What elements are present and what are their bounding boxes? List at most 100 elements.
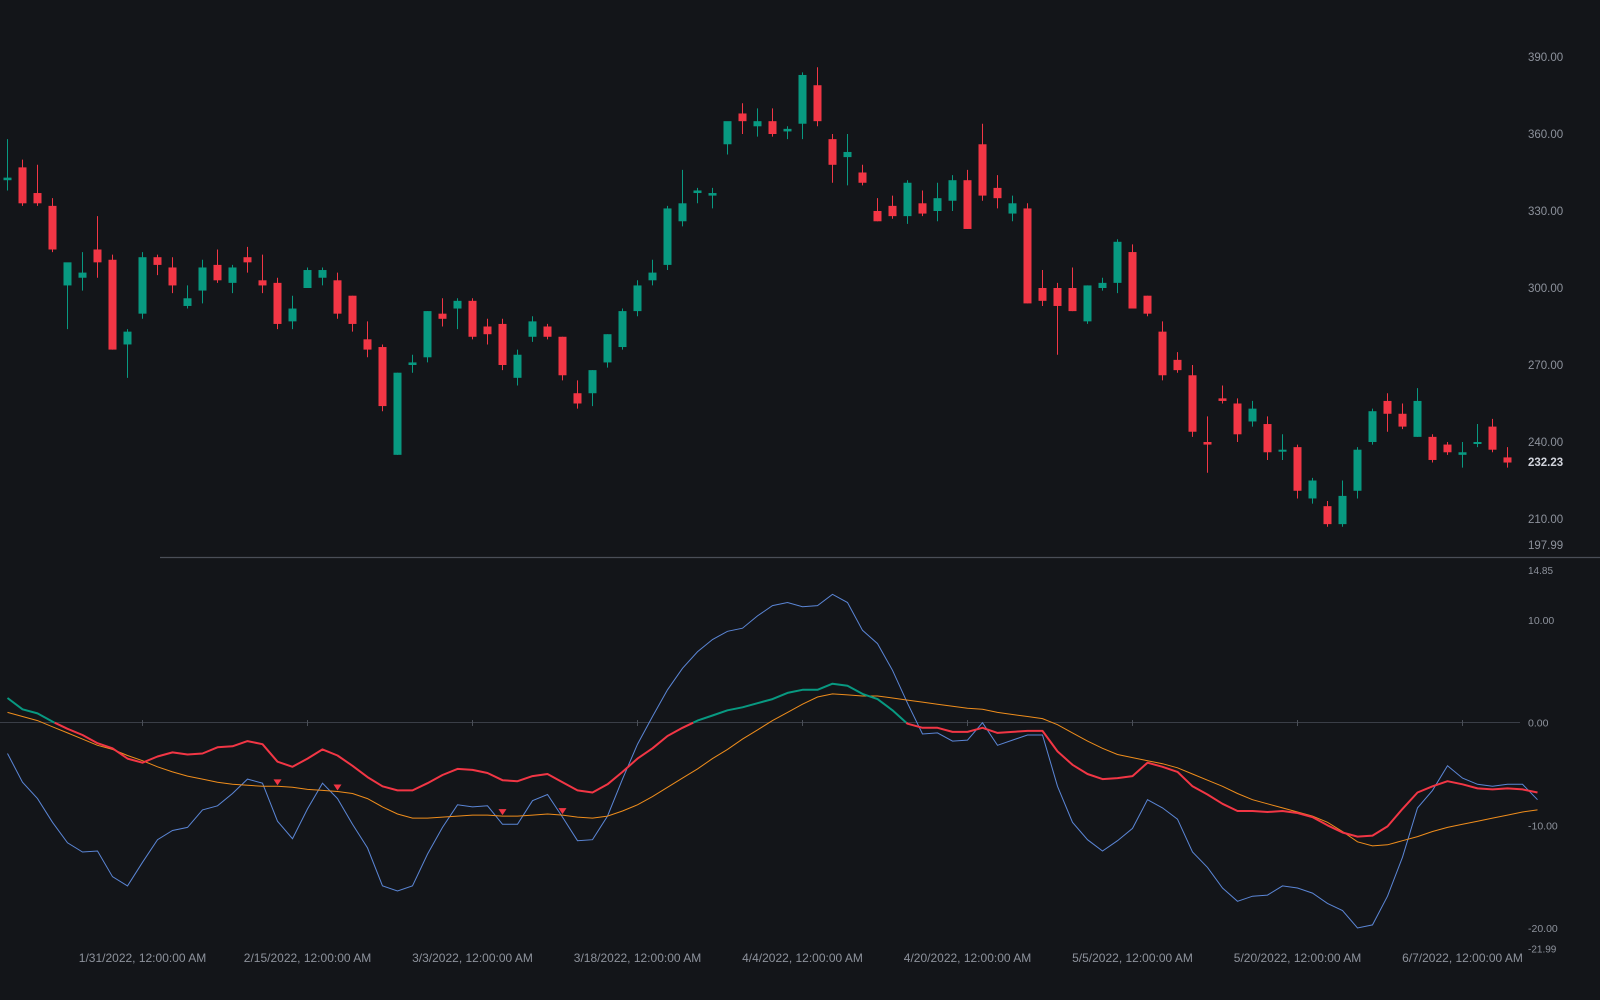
candle — [78, 252, 87, 291]
candle — [603, 334, 612, 368]
candle-body — [168, 267, 177, 286]
candle — [1338, 480, 1347, 527]
candle-body — [243, 257, 252, 263]
candle-body — [93, 249, 102, 263]
candle — [678, 169, 687, 227]
candle — [1263, 416, 1272, 460]
candle — [1128, 244, 1137, 309]
candle-body — [363, 339, 372, 350]
candle — [828, 134, 837, 183]
price-tick-label: 210.00 — [1528, 514, 1563, 526]
candle — [933, 182, 942, 222]
candle — [483, 318, 492, 345]
candle-body — [498, 323, 507, 365]
candle-body — [288, 308, 297, 322]
candle-body — [1218, 398, 1227, 401]
price-axis-bottom-label: 197.99 — [1528, 540, 1563, 552]
candle-body — [783, 128, 792, 132]
candle-body — [453, 300, 462, 309]
time-tick-label: 5/20/2022, 12:00:00 AM — [1234, 951, 1361, 965]
candle — [993, 175, 1002, 209]
price-tick-label: 240.00 — [1528, 437, 1563, 449]
candle-body — [1203, 442, 1212, 445]
candle — [618, 308, 627, 350]
candle — [273, 277, 282, 330]
candle-body — [123, 331, 132, 345]
candle-body — [423, 311, 432, 358]
oscillator-panel[interactable]: 14.85 10.00 0.00 -10.00 -20.00 -21.99 — [0, 566, 1558, 955]
candle — [888, 195, 897, 219]
candle-body — [1323, 506, 1332, 525]
main-line-segment — [6, 697, 56, 724]
candle — [1203, 416, 1212, 473]
candle — [1413, 388, 1422, 437]
price-panel[interactable]: 390.00 360.00 330.00 300.00 270.00 240.00 210.… — [3, 52, 1564, 552]
candle — [1308, 477, 1317, 504]
oscillator-axis-ticks: 14.85 10.00 0.00 -10.00 -20.00 -21.99 — [1528, 566, 1558, 955]
down-arrow-marker — [558, 808, 567, 815]
candle-body — [798, 74, 807, 124]
candle — [1143, 295, 1152, 317]
candle — [978, 123, 987, 201]
candle-body — [213, 264, 222, 281]
price-tick-label: 390.00 — [1528, 52, 1563, 64]
candle-body — [933, 198, 942, 211]
time-tick-label: 4/20/2022, 12:00:00 AM — [904, 951, 1031, 965]
price-tick-label: 330.00 — [1528, 206, 1563, 218]
candle — [1443, 442, 1452, 455]
candle — [693, 187, 702, 204]
candle-body — [1053, 288, 1062, 306]
candle — [243, 246, 252, 273]
candle — [3, 139, 12, 191]
candle-body — [543, 326, 552, 337]
candle-body — [978, 144, 987, 196]
time-tick-label: 3/18/2022, 12:00:00 AM — [574, 951, 701, 965]
candle — [1323, 501, 1332, 527]
candle — [783, 126, 792, 140]
candle — [1398, 403, 1407, 430]
candle-body — [1098, 282, 1107, 288]
candle-body — [1008, 203, 1017, 214]
candle — [1248, 400, 1257, 427]
candle — [33, 164, 42, 206]
candle — [1188, 365, 1197, 437]
oscillator-markers — [273, 779, 567, 816]
candle — [513, 349, 522, 386]
candle-body — [723, 121, 732, 145]
candle — [738, 103, 747, 134]
candle-body — [483, 326, 492, 335]
time-tick-label: 1/31/2022, 12:00:00 AM — [79, 951, 206, 965]
candle-body — [513, 354, 522, 378]
candle — [1458, 442, 1467, 468]
candle-body — [1503, 457, 1512, 463]
candle — [1353, 447, 1362, 499]
candle — [393, 372, 402, 455]
candle — [48, 198, 57, 253]
oscillator-tick-label: -20.00 — [1528, 923, 1558, 935]
candle-body — [753, 121, 762, 127]
candle-body — [153, 257, 162, 265]
candle — [1488, 418, 1497, 453]
candle-body — [258, 280, 267, 286]
candle-body — [198, 267, 207, 291]
candle-body — [408, 362, 417, 365]
candle-body — [1308, 480, 1317, 499]
candle-body — [903, 182, 912, 217]
candle — [1503, 447, 1512, 468]
candle-body — [858, 172, 867, 183]
candle — [288, 295, 297, 330]
candle-body — [768, 121, 777, 134]
candle-body — [948, 180, 957, 201]
price-tick-label: 270.00 — [1528, 360, 1563, 372]
candle — [1218, 385, 1227, 404]
candle-body — [228, 267, 237, 283]
candle-body — [618, 311, 627, 348]
price-tick-label: 300.00 — [1528, 283, 1563, 295]
candle — [858, 164, 867, 186]
candle-body — [3, 177, 12, 181]
candle — [18, 159, 27, 206]
down-arrow-marker — [273, 779, 282, 786]
candle — [1098, 277, 1107, 291]
candle — [1008, 195, 1017, 222]
